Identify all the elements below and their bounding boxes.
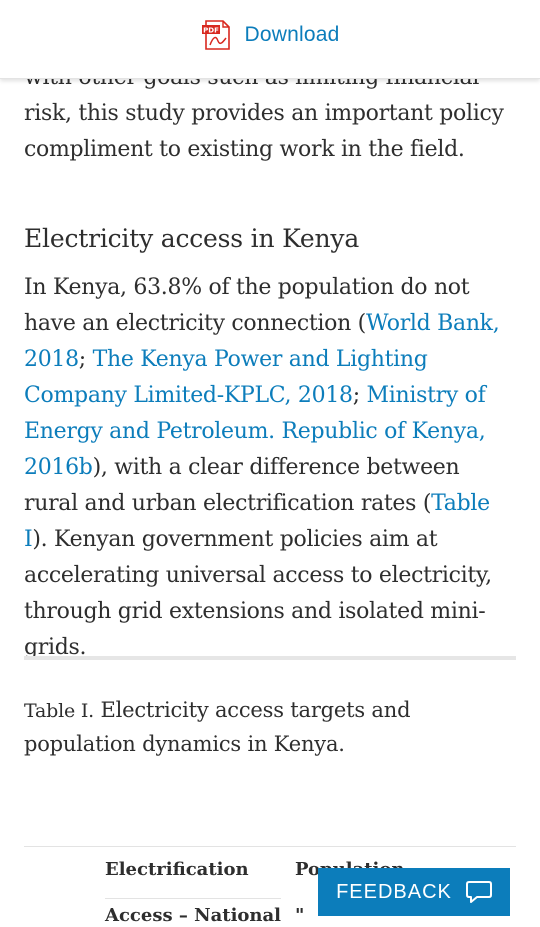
download-button[interactable]: PDF Download [201,20,340,50]
kenya-paragraph: In Kenya, 63.8% of the population do not… [24,270,518,666]
intro-paragraph: with other goals such as limiting financ… [24,65,504,162]
table-header-divider [105,898,281,899]
section-divider [24,656,516,660]
top-bar: PDF Download [0,0,540,79]
feedback-button[interactable]: FEEDBACK [318,868,510,916]
citation-ministry-link[interactable]: Ministry of Energy and Petroleum. Republ… [24,383,486,480]
table-caption: Table I. Electricity access targets and … [24,694,518,761]
para-text-3: ; [352,383,367,408]
download-label: Download [244,23,340,46]
pdf-icon: PDF [201,20,230,50]
citation-kplc-link[interactable]: The Kenya Power and Lighting Company Lim… [24,347,428,408]
para-text-5: ). Kenyan government policies aim at acc… [24,527,492,660]
feedback-label: FEEDBACK [336,880,452,903]
table-reference-link[interactable]: Table I [24,491,490,552]
table-caption-label: Table I. [24,700,94,722]
table-caption-text: Electricity access targets and populatio… [24,698,411,756]
citation-world-bank-link[interactable]: World Bank, 2018 [24,311,500,372]
section-heading: Electricity access in Kenya [24,224,360,253]
svg-text:PDF: PDF [203,26,219,34]
para-text-1: In Kenya, 63.8% of the population do not… [24,275,470,336]
table-header-electrification: Electrification [105,859,249,880]
para-text-4: ), with a clear difference between rural… [24,455,460,516]
para-text-2: ; [78,347,93,372]
speech-bubble-icon [465,881,492,903]
